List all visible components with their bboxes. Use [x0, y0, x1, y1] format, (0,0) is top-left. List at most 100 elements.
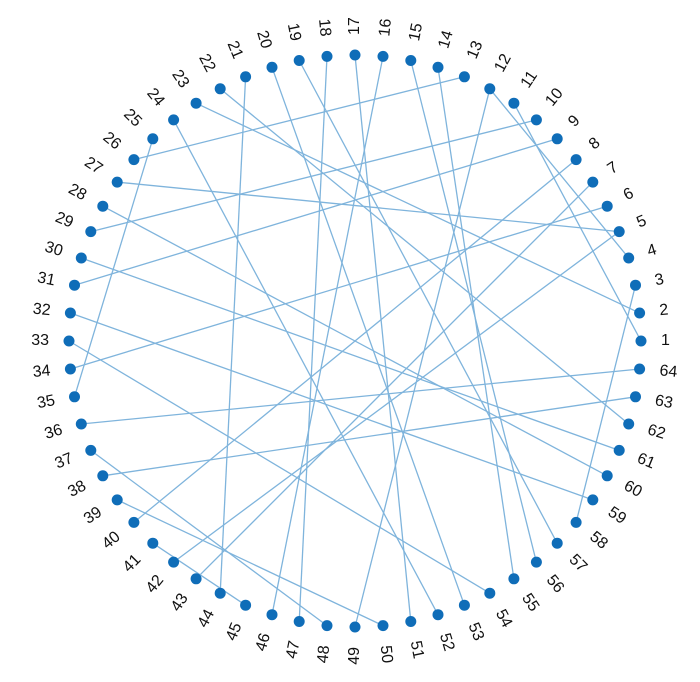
node-label-56: 56 — [543, 572, 568, 597]
node-59 — [587, 494, 599, 506]
node-54 — [484, 587, 496, 599]
node-18 — [321, 50, 333, 62]
edge-41-45 — [152, 542, 246, 606]
node-label-19: 19 — [284, 22, 304, 43]
node-label-14: 14 — [435, 29, 456, 51]
node-52 — [432, 609, 444, 621]
node-43 — [190, 573, 202, 585]
node-label-50: 50 — [377, 645, 396, 664]
node-label-46: 46 — [253, 631, 274, 653]
edge-25-35 — [73, 138, 154, 397]
node-6 — [601, 200, 613, 212]
node-label-29: 29 — [53, 209, 76, 232]
node-label-33: 33 — [31, 332, 49, 349]
node-label-38: 38 — [65, 477, 89, 500]
node-label-23: 23 — [168, 67, 192, 91]
node-17 — [349, 49, 361, 61]
node-label-45: 45 — [223, 620, 246, 643]
node-35 — [69, 391, 80, 403]
node-12 — [484, 83, 496, 95]
node-50 — [377, 620, 389, 632]
node-label-48: 48 — [315, 645, 334, 664]
node-56 — [530, 556, 542, 568]
node-label-39: 39 — [81, 504, 105, 528]
graph-nodes — [63, 49, 647, 633]
edge-2-23 — [195, 102, 640, 314]
edge-12-49 — [354, 88, 491, 628]
node-label-47: 47 — [283, 639, 303, 660]
node-41 — [147, 537, 159, 549]
node-28 — [97, 200, 109, 212]
node-label-17: 17 — [346, 17, 363, 35]
node-36 — [75, 418, 87, 430]
node-label-61: 61 — [635, 450, 658, 473]
node-label-31: 31 — [36, 269, 57, 289]
edge-7-43 — [195, 181, 594, 580]
node-label-27: 27 — [81, 154, 105, 178]
node-label-20: 20 — [253, 29, 274, 51]
node-label-2: 2 — [659, 301, 670, 319]
node-label-8: 8 — [586, 134, 604, 153]
node-label-16: 16 — [376, 18, 395, 37]
graph-edges — [68, 54, 642, 628]
node-label-15: 15 — [406, 22, 426, 43]
node-label-40: 40 — [99, 528, 124, 553]
edge-17-51 — [354, 54, 412, 622]
node-44 — [214, 587, 226, 599]
node-label-53: 53 — [464, 620, 487, 643]
edge-1-11 — [513, 102, 642, 342]
node-label-26: 26 — [100, 129, 125, 154]
node-37 — [85, 444, 97, 456]
edge-39-50 — [116, 499, 384, 627]
node-42 — [168, 556, 180, 568]
node-20 — [266, 61, 278, 73]
node-label-63: 63 — [653, 392, 674, 412]
node-55 — [508, 573, 520, 585]
node-45 — [240, 599, 252, 611]
edge-19-57 — [298, 60, 558, 544]
node-40 — [128, 516, 140, 528]
node-label-35: 35 — [36, 392, 57, 412]
node-label-41: 41 — [120, 551, 145, 576]
node-8 — [570, 154, 582, 166]
node-label-7: 7 — [605, 159, 622, 178]
edge-32-59 — [70, 312, 594, 501]
edge-3-58 — [575, 285, 637, 523]
node-label-64: 64 — [659, 362, 678, 381]
node-33 — [63, 335, 75, 347]
node-47 — [293, 616, 305, 627]
node-31 — [69, 279, 80, 291]
node-29 — [85, 226, 97, 238]
node-60 — [601, 470, 613, 482]
node-11 — [508, 97, 520, 109]
node-61 — [613, 444, 625, 456]
node-label-9: 9 — [565, 112, 583, 130]
node-26 — [128, 154, 140, 166]
node-21 — [240, 71, 252, 83]
node-label-30: 30 — [43, 239, 65, 260]
node-51 — [405, 616, 417, 627]
node-label-37: 37 — [52, 450, 75, 473]
node-label-1: 1 — [661, 332, 670, 349]
node-7 — [587, 176, 599, 188]
edge-9-31 — [74, 138, 558, 286]
node-label-5: 5 — [634, 212, 649, 231]
node-27 — [111, 176, 123, 188]
edge-15-56 — [410, 60, 538, 563]
edge-38-63 — [102, 396, 636, 477]
node-label-44: 44 — [195, 607, 218, 631]
node-label-24: 24 — [143, 85, 168, 110]
node-15 — [405, 55, 417, 66]
node-label-13: 13 — [464, 38, 487, 61]
node-22 — [214, 83, 226, 95]
edge-18-47 — [298, 56, 328, 622]
node-label-58: 58 — [586, 528, 611, 553]
node-49 — [349, 621, 361, 633]
edge-6-34 — [70, 205, 608, 370]
node-label-28: 28 — [66, 181, 90, 204]
node-label-62: 62 — [645, 421, 667, 442]
node-label-4: 4 — [645, 241, 659, 260]
node-label-52: 52 — [436, 631, 457, 653]
edge-37-48 — [90, 449, 328, 627]
edge-30-61 — [81, 257, 620, 452]
